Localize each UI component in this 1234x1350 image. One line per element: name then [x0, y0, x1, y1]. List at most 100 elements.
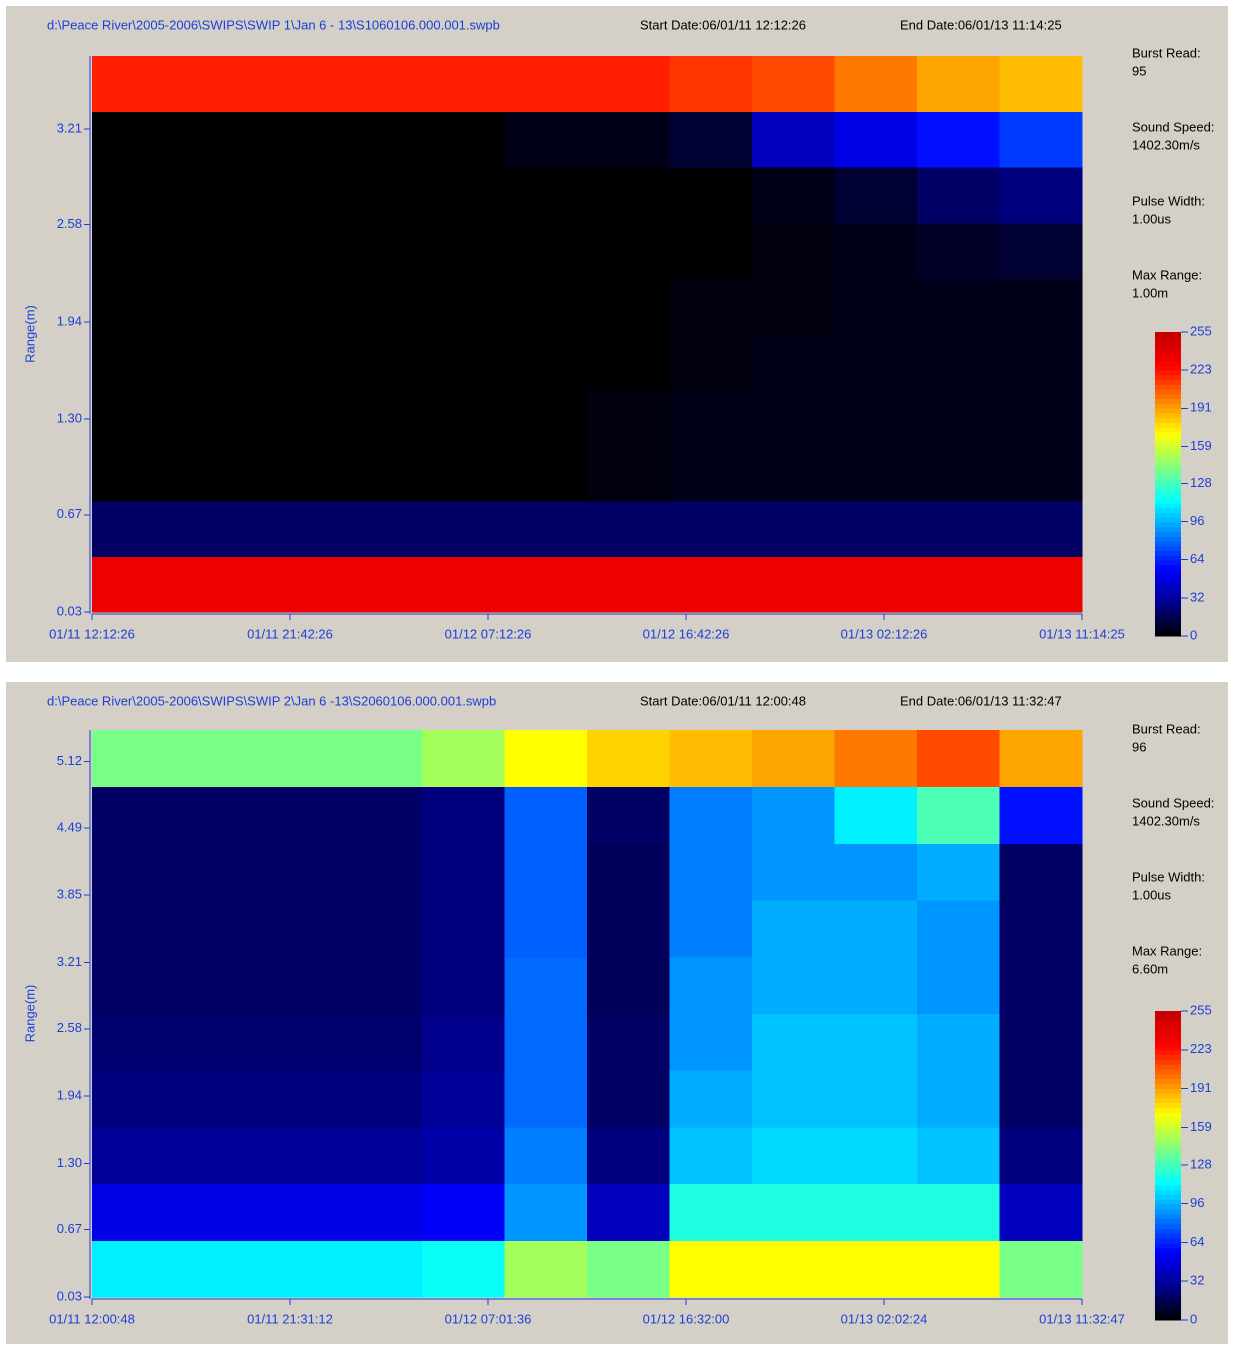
- heatmap-cell: [92, 56, 175, 113]
- y-tick-label: 1.94: [57, 1088, 82, 1103]
- colorbar-step: [1155, 360, 1181, 366]
- colorbar-tick-label: 32: [1190, 1273, 1204, 1288]
- colorbar-step: [1155, 1218, 1181, 1224]
- heatmap-cell: [504, 445, 588, 502]
- heatmap-cell: [422, 1183, 505, 1241]
- heatmap-cell: [504, 900, 588, 958]
- heatmap-cell: [752, 334, 835, 391]
- heatmap-cell: [339, 56, 423, 113]
- heatmap-cell: [917, 1183, 1000, 1241]
- colorbar-step: [1155, 441, 1181, 447]
- heatmap-cell: [669, 334, 753, 391]
- colorbar-step: [1155, 631, 1181, 637]
- colorbar-step: [1155, 389, 1181, 395]
- heatmap-cell: [834, 445, 918, 502]
- heatmap-cell: [504, 278, 588, 335]
- colorbar-step: [1155, 564, 1181, 570]
- y-tick-label: 0.03: [57, 1288, 82, 1303]
- colorbar-step: [1155, 503, 1181, 509]
- colorbar-step: [1155, 522, 1181, 528]
- x-tick-label: 01/13 02:12:26: [841, 626, 928, 641]
- colorbar-step: [1155, 436, 1181, 442]
- heatmap-cell: [174, 334, 258, 391]
- colorbar-step: [1155, 1175, 1181, 1181]
- colorbar-step: [1155, 1233, 1181, 1239]
- heatmap-cell: [999, 500, 1083, 557]
- heatmap-cell: [752, 500, 835, 557]
- colorbar-step: [1155, 1310, 1181, 1316]
- colorbar-step: [1155, 1237, 1181, 1244]
- colorbar-step: [1155, 1247, 1181, 1253]
- heatmap-cell: [422, 445, 505, 502]
- heatmap-cell: [669, 786, 753, 844]
- info-label: Burst Read:: [1132, 45, 1201, 60]
- colorbar-step: [1155, 1078, 1181, 1084]
- colorbar-step: [1155, 1165, 1181, 1171]
- heatmap-cell: [257, 445, 340, 502]
- heatmap-cell: [834, 111, 918, 168]
- colorbar-step: [1155, 332, 1181, 338]
- heatmap-cell: [999, 1240, 1083, 1298]
- heatmap-cell: [587, 167, 670, 224]
- heatmap-cell: [752, 730, 835, 788]
- heatmap-cell: [999, 900, 1083, 958]
- heatmap-cell: [999, 445, 1083, 502]
- heatmap-cell: [587, 278, 670, 335]
- x-tick-label: 01/12 16:32:00: [643, 1311, 730, 1326]
- heatmap-cell: [752, 1126, 835, 1185]
- colorbar-step: [1155, 365, 1181, 371]
- colorbar-step: [1155, 1242, 1181, 1249]
- heatmap-cell: [834, 500, 918, 557]
- x-tick-label: 01/11 21:42:26: [247, 626, 333, 641]
- colorbar-step: [1155, 1281, 1181, 1287]
- heatmap-cell: [257, 334, 340, 391]
- heatmap-cell: [587, 900, 670, 958]
- heatmap-cell: [587, 1013, 670, 1071]
- heatmap-cell: [917, 334, 1000, 391]
- x-tick-label: 01/13 11:32:47: [1039, 1311, 1125, 1326]
- colorbar-step: [1155, 1097, 1181, 1104]
- heatmap-cell: [999, 56, 1083, 113]
- heatmap-cell: [752, 111, 835, 168]
- info-value: 6.60m: [1132, 961, 1168, 976]
- heatmap-cell: [999, 556, 1083, 613]
- colorbar-tick-label: 191: [1190, 1080, 1212, 1095]
- heatmap-cell: [339, 843, 423, 901]
- heatmap-cell: [257, 111, 340, 168]
- heatmap-cell: [92, 334, 175, 391]
- y-tick-label: 1.30: [57, 411, 82, 426]
- heatmap-cell: [422, 1013, 505, 1071]
- colorbar-step: [1155, 517, 1181, 523]
- colorbar-step: [1155, 465, 1181, 471]
- colorbar-step: [1155, 422, 1181, 428]
- heatmap-cell: [917, 956, 1000, 1014]
- heatmap-cell: [92, 111, 175, 168]
- heatmap-cell: [834, 1070, 918, 1128]
- start-date: Start Date:06/01/11 12:00:48: [640, 693, 806, 708]
- heatmap-cell: [999, 786, 1083, 844]
- colorbar-step: [1155, 531, 1181, 537]
- heatmap-cell: [587, 334, 670, 391]
- heatmap-cell: [92, 1240, 175, 1298]
- heatmap-cell: [669, 1240, 753, 1298]
- colorbar-step: [1155, 1030, 1181, 1036]
- heatmap-cell: [339, 1240, 423, 1298]
- colorbar-step: [1155, 1039, 1181, 1046]
- colorbar-tick-label: 128: [1190, 475, 1212, 490]
- end-date: End Date:06/01/13 11:14:25: [900, 17, 1062, 32]
- colorbar-step: [1155, 370, 1181, 376]
- heatmap-cell: [999, 222, 1083, 279]
- heatmap-cell: [339, 730, 423, 788]
- heatmap-cell: [257, 389, 340, 446]
- heatmap-cell: [504, 1240, 588, 1298]
- colorbar-step: [1155, 384, 1181, 390]
- colorbar-step: [1155, 1300, 1181, 1307]
- heatmap-cell: [587, 556, 670, 613]
- heatmap-cell: [174, 730, 258, 788]
- heatmap-cell: [669, 956, 753, 1014]
- heatmap-cell: [752, 222, 835, 279]
- heatmap-cell: [917, 167, 1000, 224]
- colorbar-step: [1155, 545, 1181, 551]
- heatmap-cell: [174, 1183, 258, 1241]
